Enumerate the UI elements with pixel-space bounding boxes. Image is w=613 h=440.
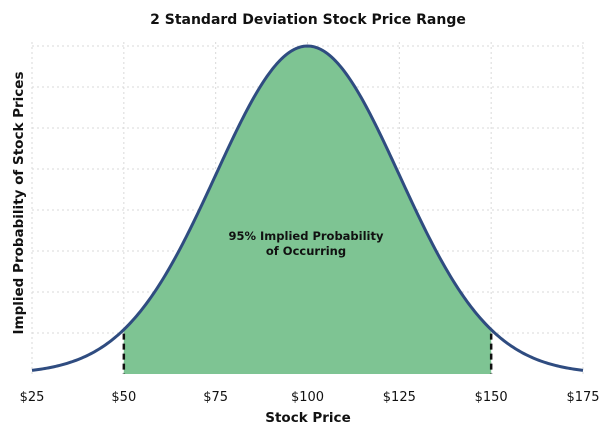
probability-area [123,46,492,374]
x-tick-label: $25 [20,390,45,405]
x-tick-label: $175 [566,390,599,405]
x-tick-label: $100 [291,390,324,405]
x-tick-label: $75 [203,390,228,405]
x-axis-label: Stock Price [265,410,350,426]
annotation-line-2: of Occurring [266,244,346,258]
x-tick-label: $125 [383,390,416,405]
x-tick-label: $50 [111,390,136,405]
chart-title: 2 Standard Deviation Stock Price Range [150,12,466,28]
x-tick-label: $150 [475,390,508,405]
shaded-area-layer [123,46,492,374]
distribution-curve [31,44,584,372]
curve-layer [31,44,584,372]
annotation-line-1: 95% Implied Probability [229,229,384,243]
x-axis-ticks: $25 $50 $75 $100 $125 $150 $175 [20,390,600,405]
boundary-lines [122,333,493,374]
y-axis-label: Implied Probability of Stock Prices [11,72,27,335]
